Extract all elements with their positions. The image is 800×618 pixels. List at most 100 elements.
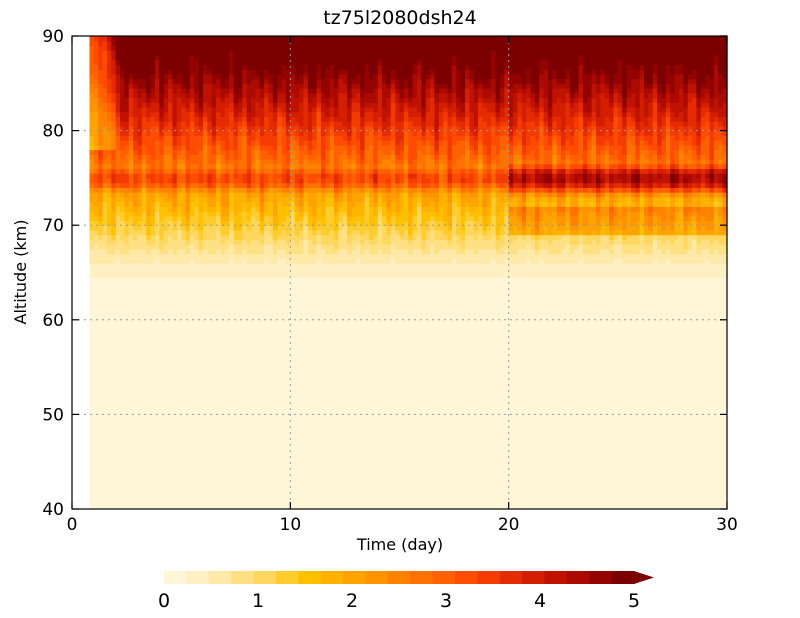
- heatmap-cell: [251, 121, 256, 126]
- heatmap-cell: [295, 244, 300, 249]
- heatmap-cell: [234, 457, 239, 462]
- heatmap-cell: [299, 429, 304, 434]
- heatmap-cell: [124, 301, 129, 306]
- heatmap-cell: [242, 197, 247, 202]
- heatmap-cell: [295, 424, 300, 429]
- heatmap-cell: [172, 282, 177, 287]
- heatmap-cell: [199, 192, 204, 197]
- heatmap-cell: [186, 140, 191, 145]
- heatmap-cell: [164, 476, 169, 481]
- heatmap-cell: [269, 135, 274, 140]
- heatmap-cell: [299, 211, 304, 216]
- heatmap-cell: [103, 244, 108, 249]
- heatmap-cell: [255, 462, 260, 467]
- heatmap-cell: [94, 93, 99, 98]
- heatmap-cell: [264, 462, 269, 467]
- heatmap-cell: [247, 230, 252, 235]
- heatmap-cell: [260, 154, 265, 159]
- heatmap-cell: [164, 36, 169, 41]
- heatmap-cell: [251, 131, 256, 136]
- heatmap-cell: [129, 202, 134, 207]
- heatmap-cell: [264, 88, 269, 93]
- heatmap-cell: [251, 192, 256, 197]
- heatmap-cell: [194, 202, 199, 207]
- heatmap-cell: [216, 462, 221, 467]
- heatmap-cell: [207, 485, 212, 490]
- heatmap-cell: [207, 306, 212, 311]
- heatmap-cell: [146, 320, 151, 325]
- heatmap-cell: [203, 443, 208, 448]
- heatmap-cell: [120, 159, 125, 164]
- heatmap-cell: [303, 88, 308, 93]
- heatmap-cell: [299, 462, 304, 467]
- heatmap-cell: [142, 116, 147, 121]
- heatmap-cell: [290, 377, 295, 382]
- heatmap-cell: [251, 414, 256, 419]
- heatmap-cell: [247, 443, 252, 448]
- heatmap-cell: [264, 277, 269, 282]
- heatmap-cell: [146, 485, 151, 490]
- heatmap-cell: [260, 249, 265, 254]
- heatmap-cell: [89, 140, 94, 145]
- heatmap-cell: [216, 131, 221, 136]
- heatmap-cell: [247, 372, 252, 377]
- heatmap-cell: [212, 150, 217, 155]
- heatmap-cell: [111, 291, 116, 296]
- heatmap-cell: [247, 438, 252, 443]
- heatmap-cell: [133, 140, 138, 145]
- heatmap-cell: [94, 178, 99, 183]
- heatmap-cell: [151, 164, 156, 169]
- heatmap-cell: [186, 192, 191, 197]
- heatmap-cell: [247, 457, 252, 462]
- heatmap-cell: [282, 381, 287, 386]
- heatmap-cell: [142, 187, 147, 192]
- heatmap-cell: [229, 112, 234, 117]
- heatmap-cell: [159, 277, 164, 282]
- heatmap-cell: [203, 433, 208, 438]
- heatmap-cell: [151, 471, 156, 476]
- heatmap-cell: [282, 405, 287, 410]
- heatmap-cell: [303, 481, 308, 486]
- heatmap-cell: [247, 107, 252, 112]
- heatmap-cell: [151, 325, 156, 330]
- heatmap-cell: [238, 112, 243, 117]
- heatmap-cell: [172, 377, 177, 382]
- heatmap-cell: [295, 88, 300, 93]
- heatmap-cell: [177, 353, 182, 358]
- heatmap-cell: [138, 282, 143, 287]
- heatmap-cell: [282, 500, 287, 505]
- heatmap-cell: [255, 353, 260, 358]
- heatmap-cell: [107, 93, 112, 98]
- heatmap-cell: [111, 419, 116, 424]
- heatmap-cell: [133, 168, 138, 173]
- heatmap-cell: [142, 457, 147, 462]
- heatmap-cell: [229, 164, 234, 169]
- heatmap-cell: [260, 50, 265, 55]
- heatmap-cell: [234, 211, 239, 216]
- heatmap-cell: [116, 362, 121, 367]
- heatmap-cell: [155, 386, 160, 391]
- heatmap-cell: [142, 400, 147, 405]
- heatmap-cell: [116, 353, 121, 358]
- heatmap-cell: [277, 400, 282, 405]
- heatmap-cell: [273, 282, 278, 287]
- heatmap-cell: [186, 173, 191, 178]
- heatmap-cell: [146, 79, 151, 84]
- heatmap-cell: [277, 88, 282, 93]
- heatmap-cell: [238, 466, 243, 471]
- heatmap-cell: [199, 400, 204, 405]
- heatmap-cell: [247, 206, 252, 211]
- heatmap-cell: [282, 325, 287, 330]
- heatmap-cell: [277, 377, 282, 382]
- heatmap-cell: [107, 358, 112, 363]
- heatmap-cell: [225, 197, 230, 202]
- heatmap-cell: [260, 334, 265, 339]
- heatmap-cell: [120, 197, 125, 202]
- heatmap-cell: [212, 107, 217, 112]
- heatmap-cell: [303, 258, 308, 263]
- heatmap-cell: [164, 249, 169, 254]
- heatmap-cell: [225, 452, 230, 457]
- heatmap-cell: [129, 83, 134, 88]
- heatmap-cell: [129, 462, 134, 467]
- heatmap-cell: [89, 164, 94, 169]
